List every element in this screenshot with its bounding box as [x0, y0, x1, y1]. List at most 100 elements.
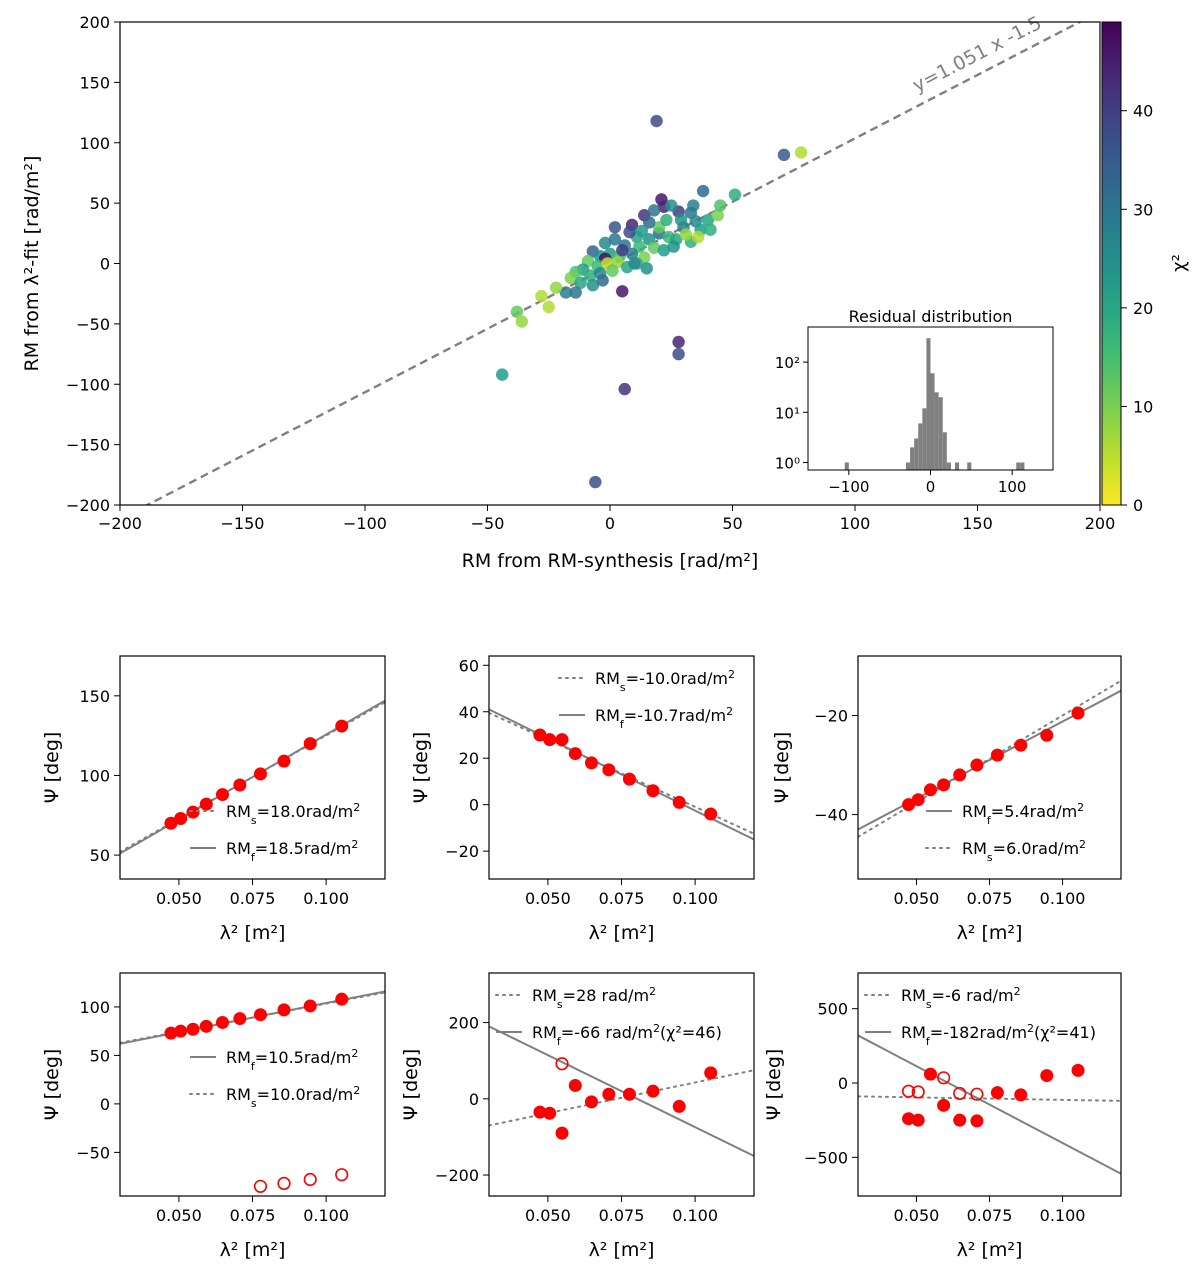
legend-entry-value: =-10.0rad/m	[626, 669, 728, 688]
legend-entry-exp: 2	[1014, 985, 1021, 998]
data-point-filled	[199, 797, 213, 811]
legend-entry-main: RM	[532, 986, 557, 1005]
data-point-filled	[186, 805, 200, 819]
main-x-label: RM from RM-synthesis [rad/m²]	[462, 550, 759, 572]
panel-p6: 0.050 0.075 0.100 −500 0 500 λ² [m²] Ψ [deg] RMs…	[763, 972, 1122, 1261]
y-tick-label: 0	[100, 1095, 110, 1114]
legend-entry-text: RMs=-6 rad/m2	[901, 985, 1021, 1011]
data-point-open	[970, 1087, 984, 1101]
y-tick-label: 0	[469, 796, 479, 815]
legend-entry-value: =-10.7rad/m	[624, 706, 726, 725]
scatter-point	[777, 148, 791, 162]
data-point-filled	[672, 795, 686, 809]
colorbar-tick-label: 30	[1133, 200, 1153, 219]
data-point-filled	[277, 1003, 291, 1017]
scatter-point	[623, 225, 636, 239]
data-point-filled	[970, 1114, 984, 1128]
scatter-point	[510, 305, 524, 318]
scatter-point	[714, 199, 727, 212]
histogram-bar	[926, 338, 931, 470]
data-point-filled	[199, 1019, 213, 1033]
y-tick-label: 50	[90, 1046, 110, 1065]
scatter-point	[618, 382, 631, 396]
legend-entry-exp: 2	[1079, 838, 1086, 851]
legend-entry-value: =28 rad/m	[563, 986, 649, 1005]
scatter-point	[704, 223, 717, 236]
inset-x-tick-label: 0	[926, 478, 936, 496]
data-point-filled	[335, 992, 349, 1006]
inset-y-tick-label: 10⁰	[775, 454, 800, 472]
histogram-bar	[938, 397, 943, 470]
histogram-bar	[946, 462, 951, 470]
y-tick-label: 100	[79, 766, 110, 785]
scatter-point	[625, 247, 639, 261]
main-x-tick-label: 150	[962, 514, 993, 533]
x-axis-label: λ² [m²]	[957, 922, 1023, 944]
inset-y-tick-label: 10¹	[775, 404, 800, 422]
y-tick-label: 20	[459, 749, 479, 768]
legend-entry-sub: f	[251, 851, 256, 864]
main-x-tick-label: −50	[471, 514, 505, 533]
histogram-bar	[1020, 462, 1025, 470]
inset-title: Residual distribution	[849, 307, 1013, 326]
data-point-filled	[1040, 1069, 1054, 1083]
legend-entry-text: RMs=18.0rad/m2	[226, 801, 360, 827]
y-tick-label: −20	[445, 842, 479, 861]
scatter-point	[549, 281, 563, 294]
legend-entry-main: RM	[962, 839, 987, 858]
data-point-filled	[602, 1087, 616, 1101]
data-point-filled	[937, 778, 951, 792]
scatter-point	[574, 276, 587, 290]
x-tick-label: 0.050	[156, 1206, 202, 1225]
scatter-point	[598, 236, 612, 250]
colorbar	[1102, 22, 1121, 505]
main-x-tick-label: −100	[343, 514, 387, 533]
scatter-point	[679, 228, 693, 241]
data-point-filled	[1071, 1063, 1085, 1077]
legend-entry-exp: 2	[351, 838, 358, 851]
panel-p4: 0.050 0.075 0.100 −50 0 50 100 λ² [m²] Ψ [deg] RM…	[41, 972, 386, 1261]
legend-entry-main: RM	[532, 1023, 557, 1042]
histogram-bar	[930, 373, 935, 470]
data-point-filled	[923, 1067, 937, 1081]
data-point-filled	[970, 758, 984, 772]
data-point-filled	[215, 788, 229, 802]
scatter-point	[515, 315, 528, 328]
data-point-open	[911, 1085, 925, 1099]
y-tick-label: −500	[804, 1148, 848, 1167]
data-point-filled	[568, 747, 582, 761]
data-point-filled	[533, 1105, 547, 1119]
y-axis-label: Ψ [deg]	[771, 732, 793, 804]
data-point-filled	[1014, 1088, 1028, 1102]
data-point-filled	[253, 767, 267, 781]
data-point-filled	[704, 807, 718, 821]
histogram-bar	[918, 423, 923, 470]
main-y-tick-label: −100	[66, 375, 110, 394]
scatter-point	[674, 213, 688, 227]
data-point-filled	[303, 737, 317, 751]
legend-entry-text: RMf=10.5rad/m2	[226, 1047, 358, 1073]
scatter-point	[584, 269, 597, 282]
x-axis-label: λ² [m²]	[957, 1239, 1023, 1261]
legend-entry-text: RMf=-66 rad/m2(χ²=46)	[532, 1022, 722, 1048]
panel-frame	[857, 972, 1122, 1197]
y-tick-label: 500	[817, 1000, 848, 1019]
data-point-filled	[215, 1015, 229, 1029]
data-point-filled	[584, 1095, 598, 1109]
data-point-filled	[584, 756, 598, 770]
x-tick-label: 0.075	[230, 889, 276, 908]
legend-entry-sub: s	[557, 998, 563, 1011]
x-tick-label: 0.100	[672, 889, 718, 908]
data-point-open	[335, 1168, 349, 1182]
y-tick-label: −40	[814, 806, 848, 825]
legend-entry-value: =10.5rad/m	[255, 1048, 352, 1067]
legend-entry-sub: f	[251, 1060, 256, 1073]
main-y-tick-label: −50	[76, 315, 110, 334]
x-tick-label: 0.075	[599, 1206, 645, 1225]
y-tick-label: −50	[76, 1143, 110, 1162]
scatter-point	[665, 199, 678, 212]
data-point-filled	[233, 778, 247, 792]
main-y-tick-label: 0	[100, 255, 110, 274]
y-tick-label: 50	[90, 846, 110, 865]
